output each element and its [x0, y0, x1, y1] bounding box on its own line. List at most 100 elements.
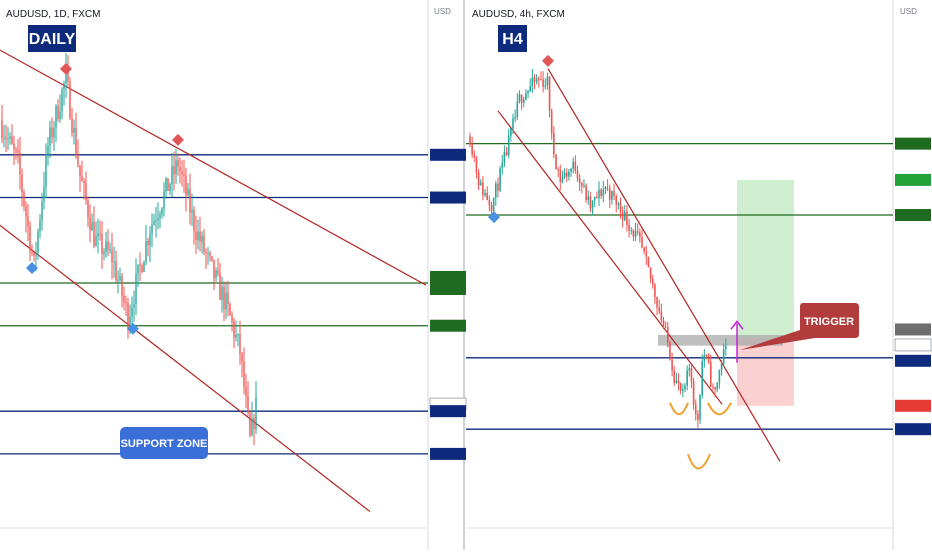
- daily-symbol-title: AUDUSD, 1D, FXCM: [6, 9, 100, 20]
- candle-body: [231, 315, 233, 322]
- candle-body: [671, 359, 673, 371]
- candle-body: [636, 231, 639, 233]
- candle-body: [243, 361, 245, 388]
- candle-body: [604, 187, 607, 190]
- candle-body: [662, 320, 665, 327]
- candle-body: [31, 251, 33, 253]
- candle-body: [145, 241, 147, 262]
- candle-body: [15, 149, 17, 151]
- candle-body: [63, 83, 65, 90]
- candle-body: [255, 397, 257, 430]
- candle-body: [79, 165, 81, 177]
- candle-body: [5, 137, 7, 140]
- candle-body: [510, 128, 512, 136]
- candle-body: [482, 182, 484, 196]
- stop-loss-zone: [737, 338, 794, 406]
- price-tag: [895, 354, 931, 367]
- candle-body: [191, 210, 193, 213]
- candle-body: [701, 361, 703, 396]
- candle-body: [73, 127, 75, 133]
- candle-body: [639, 232, 641, 237]
- candle-body: [251, 418, 253, 436]
- candle-body: [37, 231, 39, 253]
- candle-body: [679, 383, 682, 391]
- candle-body: [600, 189, 602, 196]
- candle-body: [11, 136, 13, 144]
- candle-body: [245, 387, 247, 396]
- candle-body: [525, 93, 527, 100]
- candle-body: [121, 275, 123, 297]
- candle-body: [213, 259, 215, 279]
- candle-body: [49, 127, 51, 146]
- candle-body: [714, 386, 716, 390]
- daily-badge: [28, 25, 76, 52]
- candle-body: [699, 395, 701, 420]
- support-zone-callout: [120, 427, 208, 459]
- candle-body: [538, 78, 540, 80]
- candle-body: [83, 181, 85, 184]
- candle-body: [181, 171, 183, 175]
- h4-badge-label: H4: [502, 31, 523, 48]
- candle-body: [688, 368, 691, 371]
- candle-body: [488, 200, 491, 206]
- h4-low-marker: [488, 211, 500, 224]
- candle-body: [660, 311, 663, 321]
- candle-body: [105, 241, 107, 252]
- candle-body: [611, 191, 613, 200]
- candle-body: [159, 214, 161, 219]
- price-tag: [895, 137, 931, 150]
- candle-body: [613, 191, 615, 196]
- candle-body: [217, 270, 219, 274]
- candle-body: [195, 231, 197, 241]
- candle-body: [221, 286, 223, 300]
- candle-body: [490, 205, 493, 212]
- price-tag: [895, 399, 931, 412]
- candle-body: [703, 354, 706, 362]
- candle-body: [602, 189, 605, 196]
- candle-body: [147, 241, 149, 245]
- candle-body: [705, 354, 708, 356]
- daily-currency-label: USD: [434, 7, 451, 16]
- right-panel-background: [466, 0, 932, 550]
- candle-body: [675, 380, 678, 383]
- candle-body: [219, 273, 221, 300]
- h4-symbol-title: AUDUSD, 4h, FXCM: [472, 9, 565, 20]
- candle-body: [557, 169, 559, 171]
- candle-body: [529, 86, 531, 92]
- candle-body: [233, 321, 235, 338]
- candle-body: [161, 208, 163, 215]
- candle-body: [516, 101, 519, 117]
- candle-body: [47, 145, 49, 155]
- candle-body: [540, 79, 542, 81]
- candle-body: [479, 182, 482, 186]
- trend-line: [0, 224, 371, 513]
- candle-body: [229, 303, 231, 316]
- h4-badge: [498, 25, 527, 52]
- candle-body: [548, 76, 551, 111]
- candle-body: [239, 334, 241, 354]
- candle-body: [29, 225, 31, 252]
- candle-body: [501, 163, 504, 169]
- candle-body: [135, 273, 137, 304]
- h4-high-marker: [542, 54, 554, 67]
- candle-body: [183, 174, 185, 177]
- candle-body: [619, 203, 622, 212]
- price-tag: [430, 319, 466, 332]
- candle-body: [169, 183, 171, 191]
- candle-body: [81, 176, 83, 182]
- candle-body: [690, 368, 693, 382]
- candle-body: [1, 120, 3, 139]
- candle-body: [718, 369, 721, 383]
- price-tag: [895, 209, 931, 222]
- candle-body: [707, 355, 710, 362]
- candle-body: [35, 252, 37, 256]
- candle-body: [3, 137, 5, 139]
- candle-body: [469, 136, 471, 145]
- candle-body: [235, 334, 237, 338]
- candle-body: [634, 231, 637, 237]
- candle-body: [211, 256, 213, 260]
- candle-body: [563, 172, 566, 178]
- candle-body: [43, 187, 45, 202]
- candle-body: [559, 170, 562, 182]
- candle-body: [71, 118, 73, 133]
